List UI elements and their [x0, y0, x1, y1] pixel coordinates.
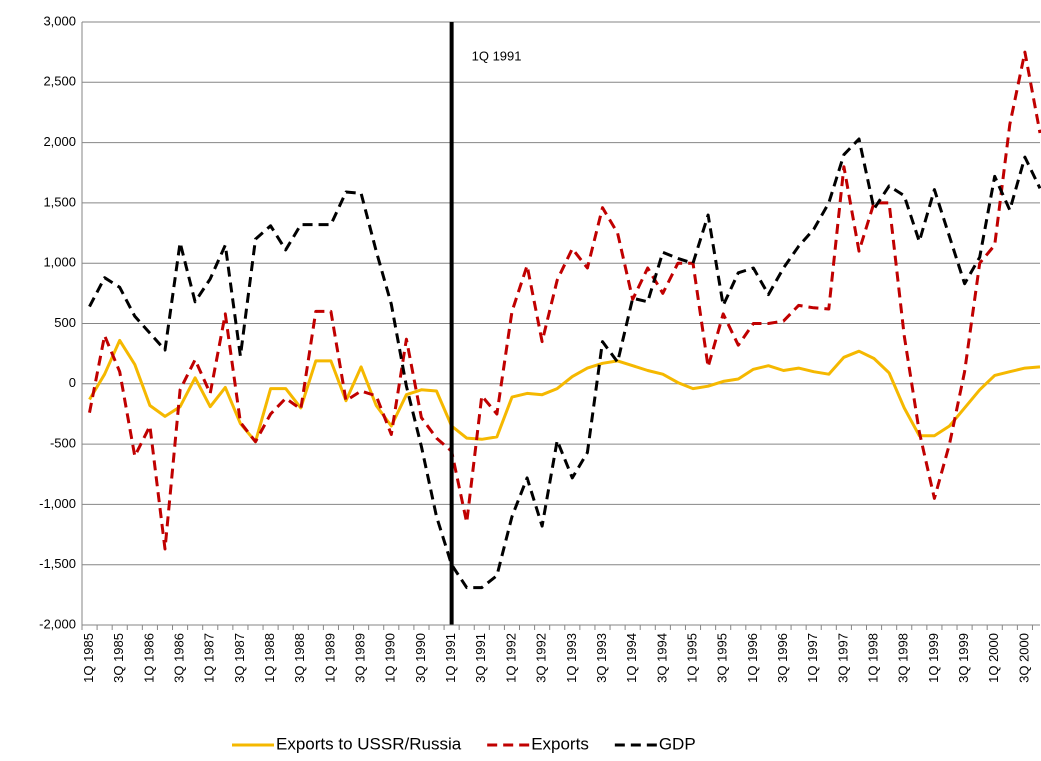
x-tick-label: 3Q 1991: [473, 633, 488, 683]
x-tick-label: 3Q 1989: [353, 633, 368, 683]
legend-text: Exports to USSR/Russia: [276, 734, 462, 753]
x-tick-label: 3Q 2000: [1016, 633, 1031, 683]
x-tick-label: 1Q 1985: [81, 633, 96, 683]
x-tick-label: 1Q 1999: [926, 633, 941, 683]
x-tick-label: 1Q 1988: [262, 633, 277, 683]
x-tick-label: 3Q 1988: [292, 633, 307, 683]
x-tick-label: 3Q 1990: [413, 633, 428, 683]
x-tick-label: 1Q 1996: [745, 633, 760, 683]
annotation-text: 1Q 1991: [472, 48, 522, 63]
series-line: [88, 50, 1041, 551]
x-tick-label: 1Q 1997: [805, 633, 820, 683]
x-tick-label: 3Q 1985: [111, 633, 126, 683]
x-tick-label: 1Q 1992: [503, 633, 518, 683]
legend-text: Exports: [531, 734, 589, 753]
x-tick-label: 3Q 1986: [172, 633, 187, 683]
x-tick-label: 1Q 2000: [986, 633, 1001, 683]
x-tick-label: 3Q 1993: [594, 633, 609, 683]
x-tick-label: 1Q 1998: [865, 633, 880, 683]
x-tick-label: 3Q 1992: [534, 633, 549, 683]
y-tick-label: 3,000: [43, 13, 76, 28]
x-tick-label: 3Q 1997: [835, 633, 850, 683]
y-tick-label: -1,500: [39, 556, 76, 571]
y-tick-label: 500: [54, 315, 76, 330]
x-tick-label: 3Q 1996: [775, 633, 790, 683]
x-tick-label: 3Q 1995: [715, 633, 730, 683]
x-tick-label: 3Q 1999: [956, 633, 971, 683]
x-tick-label: 1Q 1989: [322, 633, 337, 683]
x-tick-label: 1Q 1987: [202, 633, 217, 683]
x-tick-label: 1Q 1986: [141, 633, 156, 683]
y-tick-label: 1,500: [43, 194, 76, 209]
x-tick-label: 3Q 1994: [654, 633, 669, 683]
y-tick-label: -1,000: [39, 496, 76, 511]
x-tick-label: 1Q 1994: [624, 633, 639, 683]
y-tick-label: 2,500: [43, 74, 76, 89]
series-line: [88, 338, 1041, 444]
legend-text: GDP: [659, 734, 696, 753]
series-line: [88, 137, 1041, 590]
y-tick-label: 0: [69, 375, 76, 390]
x-tick-label: 3Q 1998: [896, 633, 911, 683]
x-tick-label: 1Q 1991: [443, 633, 458, 683]
y-tick-label: 2,000: [43, 134, 76, 149]
y-tick-label: -500: [50, 436, 76, 451]
x-tick-label: 1Q 1990: [383, 633, 398, 683]
y-tick-label: 1,000: [43, 255, 76, 270]
x-tick-label: 3Q 1987: [232, 633, 247, 683]
x-tick-label: 1Q 1993: [564, 633, 579, 683]
y-tick-label: -2,000: [39, 616, 76, 631]
x-tick-label: 1Q 1995: [684, 633, 699, 683]
